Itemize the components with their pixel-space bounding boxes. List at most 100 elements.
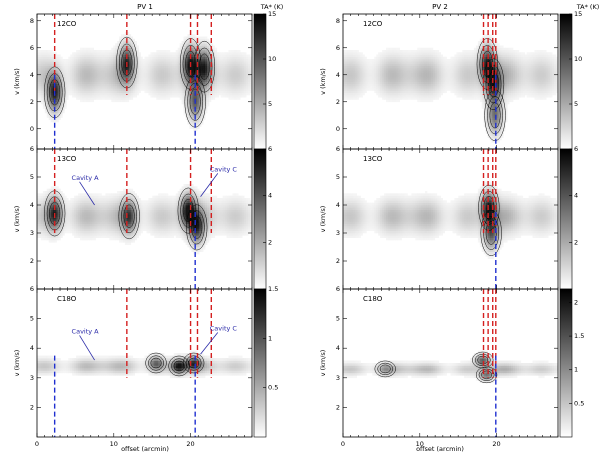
intensity-cell [499,65,502,69]
intensity-cell [134,70,137,73]
intensity-cell [246,83,249,87]
intensity-cell [128,74,132,78]
intensity-cell [378,63,381,67]
intensity-cell [436,81,440,85]
intensity-cell [554,72,557,76]
intensity-cell [132,74,136,78]
intensity-cell [93,59,96,62]
intensity-cell [121,70,124,73]
intensity-cell [236,77,239,80]
intensity-cell [470,77,473,80]
intensity-cell [387,88,391,91]
intensity-cell [209,43,212,46]
intensity-cell [516,77,520,80]
intensity-cell [134,83,137,87]
intensity-cell [46,95,50,98]
intensity-cell [123,54,126,58]
intensity-cell [113,72,116,76]
intensity-cell [401,56,404,60]
intensity-cell [515,92,518,96]
intensity-cell [244,59,247,62]
intensity-cell [218,59,222,62]
intensity-cell [472,81,475,85]
intensity-cell [436,97,440,100]
intensity-cell [72,59,75,62]
intensity-cell [505,88,508,91]
intensity-cell [140,63,143,67]
intensity-cell [452,90,455,94]
intensity-cell [485,117,488,121]
intensity-cell [132,47,136,51]
intensity-cell [97,50,100,53]
intensity-cell [460,88,463,91]
intensity-cell [126,59,130,62]
intensity-cell [540,95,543,98]
intensity-cell [348,95,352,98]
x-axis-label-pv1: offset (arcmin) [121,445,169,453]
intensity-cell [238,50,241,53]
intensity-cell [419,83,422,87]
intensity-cell [497,63,500,67]
intensity-cell [503,86,506,89]
intensity-cell [515,74,518,78]
intensity-cell [407,81,410,85]
intensity-cell [179,68,182,71]
intensity-cell [224,95,227,98]
intensity-cell [368,68,371,71]
intensity-cell [42,50,46,53]
intensity-cell [95,77,98,80]
intensity-cell [389,83,393,87]
intensity-cell [446,59,449,62]
intensity-cell [115,70,118,73]
intensity-cell [199,38,202,42]
intensity-cell [144,88,147,91]
intensity-cell [44,81,48,85]
intensity-cell [52,119,55,123]
intensity-cell [417,97,420,100]
intensity-cell [238,52,241,55]
intensity-cell [346,74,350,78]
intensity-cell [526,95,529,98]
intensity-cell [554,61,557,64]
intensity-cell [236,88,239,91]
intensity-cell [528,65,531,69]
intensity-cell [391,86,395,89]
intensity-cell [148,90,151,94]
intensity-cell [160,74,163,78]
intensity-cell [491,95,494,98]
intensity-cell [487,128,490,132]
intensity-cell [126,90,130,94]
intensity-cell [446,61,449,64]
intensity-cell [409,59,412,62]
intensity-cell [538,65,541,69]
intensity-cell [207,86,210,89]
intensity-cell [427,95,430,98]
intensity-cell [491,106,494,109]
intensity-cell [475,83,479,87]
intensity-cell [442,61,445,64]
intensity-cell [520,95,524,98]
intensity-cell [191,77,194,80]
intensity-cell [501,74,504,78]
intensity-cell [348,72,352,76]
intensity-cell [501,135,504,139]
intensity-cell [507,97,510,100]
intensity-cell [152,90,155,94]
intensity-cell [407,95,410,98]
intensity-cell [205,65,208,69]
intensity-cell [382,56,385,60]
intensity-cell [415,77,418,80]
intensity-cell [78,97,81,100]
intensity-cell [113,90,116,94]
intensity-cell [362,72,365,76]
intensity-cell [197,126,200,130]
intensity-cell [191,56,194,60]
intensity-cell [76,90,79,94]
intensity-cell [70,61,73,64]
intensity-cell [432,81,436,85]
intensity-cell [499,128,502,132]
intensity-cell [212,79,216,82]
intensity-cell [97,63,100,67]
intensity-cell [126,52,130,55]
intensity-cell [199,95,202,98]
